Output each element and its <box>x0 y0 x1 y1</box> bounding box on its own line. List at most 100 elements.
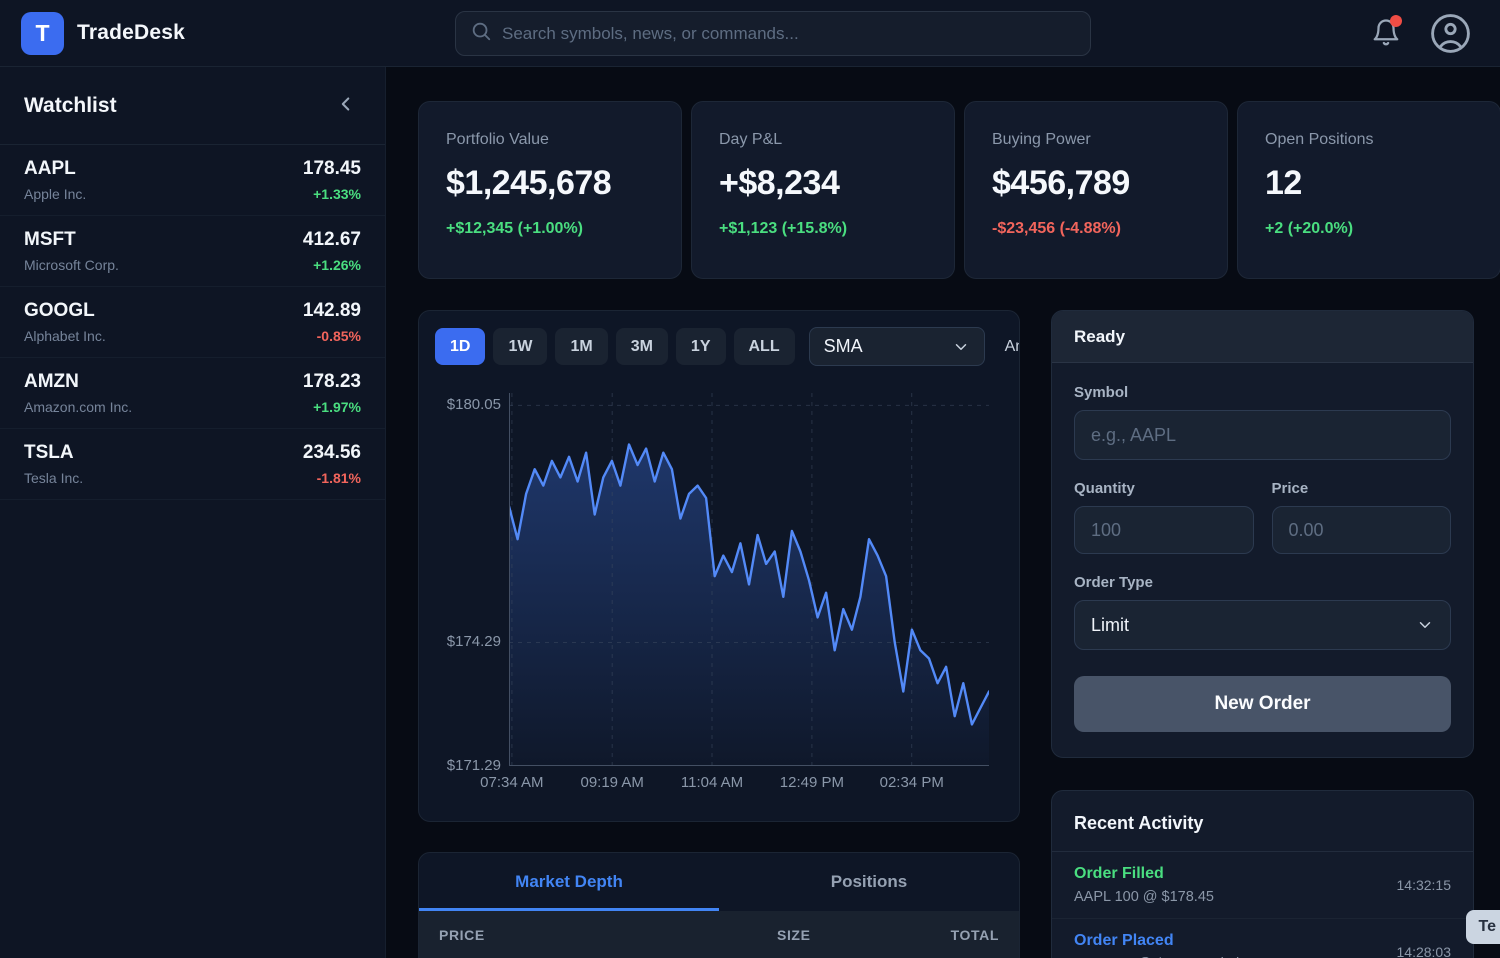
company-name: Tesla Inc. <box>24 470 84 486</box>
sidebar-collapse-button[interactable] <box>331 89 361 122</box>
app-logo-letter: T <box>35 20 50 46</box>
stat-value: $456,789 <box>992 164 1130 202</box>
timeframe-button-1w[interactable]: 1W <box>493 328 548 365</box>
activity-row-filled[interactable]: Order Filled AAPL 100 @ $178.45 14:32:15 <box>1052 852 1473 919</box>
price-label: Price <box>1271 480 1309 497</box>
stat-label: Portfolio Value <box>446 131 549 148</box>
ticker-price: 178.23 <box>302 371 361 392</box>
watchlist-item-msft[interactable]: MSFT Microsoft Corp. 412.67 +1.26% <box>0 216 385 287</box>
company-name: Alphabet Inc. <box>24 328 106 344</box>
activity-detail: AAPL 100 @ $178.45 <box>1074 889 1214 905</box>
watchlist-item-quote: 142.89 -0.85% <box>303 300 361 344</box>
user-avatar-icon <box>1431 14 1470 53</box>
app-logo: T <box>21 12 64 55</box>
timeframe-button-1m[interactable]: 1M <box>555 328 608 365</box>
ticker-symbol: AMZN <box>24 371 79 392</box>
y-axis-label: $171.29 <box>446 757 501 774</box>
app-title: TradeDesk <box>77 21 186 44</box>
ticker-symbol: GOOGL <box>24 300 95 321</box>
stat-change: +2 (+20.0%) <box>1265 220 1354 237</box>
column-header-total: TOTAL <box>950 927 999 943</box>
ticker-price: 234.56 <box>302 442 361 463</box>
x-axis-label: 09:19 AM <box>580 774 644 791</box>
ticker-change: -1.81% <box>316 470 361 486</box>
market-depth-panel: Market Depth Positions PRICE SIZE TOTAL <box>418 852 1020 958</box>
quantity-label: Quantity <box>1074 480 1135 497</box>
stat-label: Day P&L <box>719 131 783 148</box>
stat-card-open-positions: Open Positions 12 +2 (+20.0%) <box>1237 101 1500 279</box>
watchlist-sidebar: Watchlist AAPL Apple Inc. 178.45 +1.33% MSFT… <box>0 67 386 958</box>
x-axis-label: 11:04 AM <box>680 774 744 791</box>
column-header-price: PRICE <box>439 927 485 943</box>
toast-notification[interactable]: Te <box>1465 910 1500 944</box>
company-name: Apple Inc. <box>24 186 87 202</box>
activity-timestamp: 14:32:15 <box>1396 877 1452 893</box>
depth-table-header: PRICE SIZE TOTAL <box>419 911 1019 958</box>
watchlist-item-tsla[interactable]: TSLA Tesla Inc. 234.56 -1.81% <box>0 429 385 500</box>
panel-tabs: Market Depth Positions <box>419 853 1019 911</box>
quantity-input[interactable] <box>1074 506 1254 554</box>
notifications-button[interactable] <box>1368 14 1404 52</box>
x-axis-label: 07:34 AM <box>480 774 544 791</box>
ticker-price: 178.45 <box>302 158 361 179</box>
order-type-select[interactable]: Limit <box>1074 600 1451 650</box>
tab-positions[interactable]: Positions <box>830 872 908 891</box>
activity-timestamp: 14:28:03 <box>1396 944 1452 958</box>
watchlist-item-quote: 178.23 +1.97% <box>303 371 361 415</box>
stat-change: +$1,123 (+15.8%) <box>719 220 848 237</box>
timeframe-button-3m[interactable]: 3M <box>615 328 668 365</box>
annotate-toggle[interactable]: Annotate <box>1004 337 1019 355</box>
company-name: Amazon.com Inc. <box>24 399 133 415</box>
order-type-label: Order Type <box>1074 574 1153 591</box>
main-content: Portfolio Value $1,245,678 +$12,345 (+1.00… <box>387 68 1500 958</box>
timeframe-button-1y[interactable]: 1Y <box>675 328 726 365</box>
stat-card-portfolio-value: Portfolio Value $1,245,678 +$12,345 (+1.00… <box>418 101 682 279</box>
timeframe-button-all[interactable]: ALL <box>733 328 795 365</box>
tab-market-depth[interactable]: Market Depth <box>419 853 719 911</box>
order-form-body: Symbol Quantity Price Order Type Limit <box>1052 363 1473 753</box>
watchlist-item-main: MSFT Microsoft Corp. <box>24 229 119 273</box>
user-avatar-button[interactable] <box>1429 12 1472 55</box>
recent-activity-title: Recent Activity <box>1052 791 1473 852</box>
ticker-symbol: AAPL <box>24 158 76 179</box>
ticker-change: -0.85% <box>316 328 361 344</box>
price-input[interactable] <box>1271 506 1451 554</box>
ticker-symbol: MSFT <box>24 229 76 250</box>
order-status-text: Ready <box>1074 326 1126 346</box>
price-chart-plot <box>507 393 991 766</box>
watchlist-item-main: GOOGL Alphabet Inc. <box>24 300 106 344</box>
search-input[interactable] <box>502 23 1076 44</box>
price-area-fill <box>509 444 989 766</box>
ticker-change: +1.26% <box>313 257 361 273</box>
activity-row-main: Order Filled AAPL 100 @ $178.45 <box>1074 865 1214 905</box>
watchlist-item-amzn[interactable]: AMZN Amazon.com Inc. 178.23 +1.97% <box>0 358 385 429</box>
x-axis-label: 12:49 PM <box>779 774 844 791</box>
timeframe-button-1d[interactable]: 1D <box>435 328 486 365</box>
ticker-change: +1.33% <box>313 186 361 202</box>
y-axis-label: $174.29 <box>446 633 501 651</box>
order-status: Ready <box>1052 311 1473 363</box>
new-order-button[interactable]: New Order <box>1074 676 1451 732</box>
watchlist-item-main: TSLA Tesla Inc. <box>24 442 83 486</box>
activity-row-placed[interactable]: Order Placed MSFT 50 @ $412.50 Limit 14:28… <box>1052 919 1473 958</box>
column-header-size: SIZE <box>777 927 811 943</box>
activity-title: Order Placed <box>1074 932 1174 949</box>
y-axis-label: $180.05 <box>446 396 501 414</box>
indicator-select[interactable]: SMA <box>808 327 985 366</box>
watchlist-item-main: AMZN Amazon.com Inc. <box>24 371 132 415</box>
stat-card-day-p-l: Day P&L +$8,234 +$1,123 (+15.8%) <box>691 101 955 279</box>
watchlist-item-quote: 412.67 +1.26% <box>303 229 361 273</box>
stat-card-buying-power: Buying Power $456,789 -$23,456 (-4.88%) <box>964 101 1228 279</box>
recent-activity-panel: Recent Activity Order Filled AAPL 100 @ $… <box>1051 790 1474 958</box>
stat-label: Buying Power <box>992 131 1091 148</box>
stat-value: $1,245,678 <box>446 164 612 202</box>
stat-value: +$8,234 <box>719 164 840 202</box>
watchlist-item-googl[interactable]: GOOGL Alphabet Inc. 142.89 -0.85% <box>0 287 385 358</box>
symbol-label: Symbol <box>1074 384 1129 401</box>
stat-value: 12 <box>1265 164 1302 202</box>
watchlist-item-aapl[interactable]: AAPL Apple Inc. 178.45 +1.33% <box>0 145 385 216</box>
indicator-select-value: SMA <box>823 336 863 356</box>
activity-row-main: Order Placed MSFT 50 @ $412.50 Limit <box>1074 932 1243 958</box>
symbol-input[interactable] <box>1074 410 1451 460</box>
